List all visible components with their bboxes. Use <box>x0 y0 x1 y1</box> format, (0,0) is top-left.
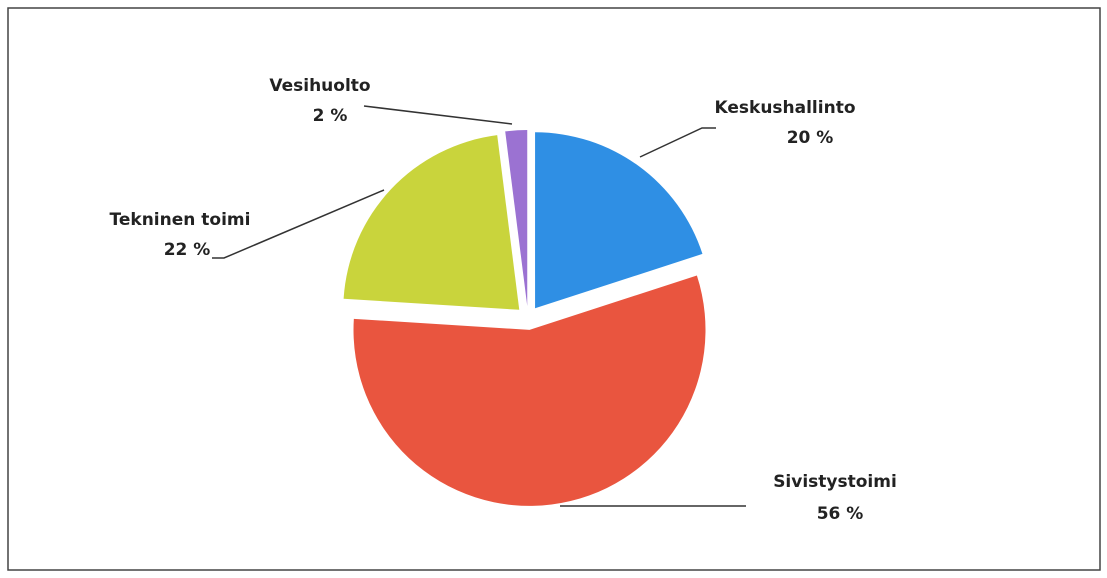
slice-label: Sivistystoimi <box>773 472 897 492</box>
pie-slice <box>535 132 703 309</box>
leader-line <box>212 189 385 259</box>
slice-value-label: 2 % <box>313 106 348 126</box>
slice-value-label: 20 % <box>787 128 834 148</box>
slice-label: Keskushallinto <box>714 98 855 118</box>
pie-slice <box>343 135 520 310</box>
slice-label: Tekninen toimi <box>110 210 251 230</box>
slice-label: Vesihuolto <box>269 76 370 96</box>
pie-slice <box>353 275 706 506</box>
leader-line <box>363 105 513 125</box>
pie-slice <box>505 130 528 307</box>
slice-value-label: 22 % <box>164 240 211 260</box>
slice-value-label: 56 % <box>817 504 864 524</box>
leader-line <box>639 127 716 158</box>
